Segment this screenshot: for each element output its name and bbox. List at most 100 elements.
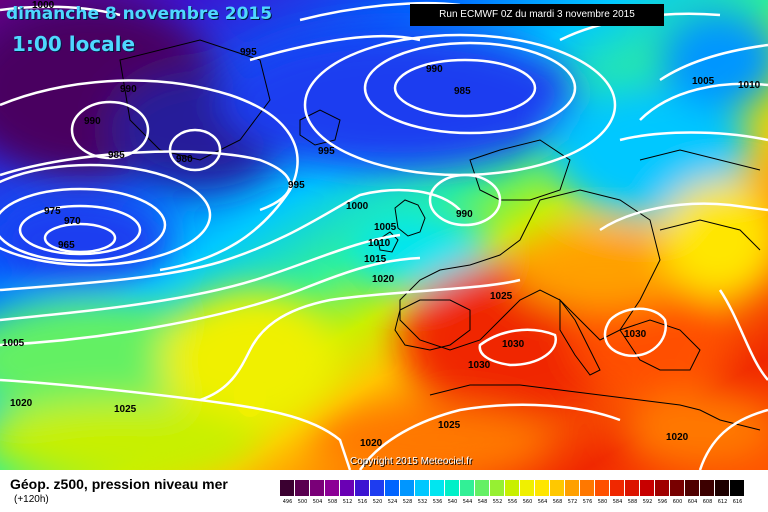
copyright-notice: Copyright 2015 Meteociel.fr bbox=[350, 456, 473, 467]
scale-label: 556 bbox=[507, 499, 518, 505]
scale-swatch bbox=[550, 480, 565, 496]
scale-swatch bbox=[655, 480, 670, 496]
map-variable-title: Géop. z500, pression niveau mer bbox=[10, 476, 228, 492]
scale-step: 616 bbox=[730, 480, 745, 510]
scale-step: 548 bbox=[475, 480, 490, 510]
isobar-label: 1000 bbox=[346, 201, 369, 212]
scale-step: 504 bbox=[310, 480, 325, 510]
scale-step: 560 bbox=[520, 480, 535, 510]
scale-step: 556 bbox=[505, 480, 520, 510]
scale-label: 612 bbox=[717, 499, 728, 505]
isobar-label: 990 bbox=[426, 64, 443, 75]
isobar-label: 995 bbox=[240, 47, 257, 58]
scale-label: 528 bbox=[402, 499, 413, 505]
isobar-label: 990 bbox=[120, 84, 137, 95]
scale-label: 536 bbox=[432, 499, 443, 505]
scale-label: 604 bbox=[687, 499, 698, 505]
scale-swatch bbox=[670, 480, 685, 496]
scale-label: 608 bbox=[702, 499, 713, 505]
scale-swatch bbox=[340, 480, 355, 496]
scale-label: 508 bbox=[327, 499, 338, 505]
scale-label: 496 bbox=[282, 499, 293, 505]
scale-step: 524 bbox=[385, 480, 400, 510]
scale-label: 580 bbox=[597, 499, 608, 505]
scale-swatch bbox=[520, 480, 535, 496]
scale-swatch bbox=[490, 480, 505, 496]
scale-step: 572 bbox=[565, 480, 580, 510]
isobar-label: 1005 bbox=[2, 338, 25, 349]
isobar-label: 970 bbox=[64, 216, 81, 227]
isobar-labels: 1000 995 990 985 980 975 970 965 990 985… bbox=[2, 0, 761, 449]
scale-step: 564 bbox=[535, 480, 550, 510]
scale-step: 596 bbox=[655, 480, 670, 510]
scale-label: 616 bbox=[732, 499, 743, 505]
scale-swatch bbox=[565, 480, 580, 496]
scale-step: 516 bbox=[355, 480, 370, 510]
map-canvas: 1000 995 990 985 980 975 970 965 990 985… bbox=[0, 0, 768, 470]
scale-swatch bbox=[580, 480, 595, 496]
scale-step: 580 bbox=[595, 480, 610, 510]
scale-swatch bbox=[430, 480, 445, 496]
scale-swatch bbox=[295, 480, 310, 496]
isobar-label: 985 bbox=[454, 86, 471, 97]
scale-swatch bbox=[415, 480, 430, 496]
pressure-map: 1000 995 990 985 980 975 970 965 990 985… bbox=[0, 0, 768, 470]
isobar-label: 1020 bbox=[10, 398, 33, 409]
scale-label: 504 bbox=[312, 499, 323, 505]
isobar-label: 990 bbox=[84, 116, 101, 127]
scale-swatch bbox=[370, 480, 385, 496]
scale-step: 532 bbox=[415, 480, 430, 510]
legend-panel: Géop. z500, pression niveau mer (+120h) … bbox=[0, 470, 768, 512]
scale-swatch bbox=[460, 480, 475, 496]
scale-label: 576 bbox=[582, 499, 593, 505]
scale-step: 512 bbox=[340, 480, 355, 510]
scale-swatch bbox=[685, 480, 700, 496]
isobar-label: 1025 bbox=[490, 291, 513, 302]
isobar-label: 1030 bbox=[502, 339, 525, 350]
isobar-label: 1005 bbox=[374, 222, 397, 233]
scale-swatch bbox=[700, 480, 715, 496]
scale-swatch bbox=[715, 480, 730, 496]
isobar-label: 990 bbox=[456, 209, 473, 220]
scale-swatch bbox=[475, 480, 490, 496]
isobar-label: 1015 bbox=[364, 254, 387, 265]
scale-swatch bbox=[400, 480, 415, 496]
scale-step: 604 bbox=[685, 480, 700, 510]
isobar-label: 1020 bbox=[372, 274, 395, 285]
scale-step: 552 bbox=[490, 480, 505, 510]
scale-swatch bbox=[310, 480, 325, 496]
scale-label: 516 bbox=[357, 499, 368, 505]
scale-step: 568 bbox=[550, 480, 565, 510]
scale-step: 540 bbox=[445, 480, 460, 510]
scale-label: 572 bbox=[567, 499, 578, 505]
scale-step: 576 bbox=[580, 480, 595, 510]
scale-label: 592 bbox=[642, 499, 653, 505]
scale-step: 600 bbox=[670, 480, 685, 510]
scale-swatch bbox=[445, 480, 460, 496]
isobar-label: 1020 bbox=[666, 432, 689, 443]
scale-step: 612 bbox=[715, 480, 730, 510]
scale-step: 520 bbox=[370, 480, 385, 510]
scale-swatch bbox=[505, 480, 520, 496]
scale-swatch bbox=[385, 480, 400, 496]
scale-label: 596 bbox=[657, 499, 668, 505]
isobars bbox=[0, 1, 768, 470]
scale-label: 512 bbox=[342, 499, 353, 505]
scale-step: 508 bbox=[325, 480, 340, 510]
scale-label: 532 bbox=[417, 499, 428, 505]
scale-label: 564 bbox=[537, 499, 548, 505]
color-scale: 496 500 504 508 512 516 520 524 528 532 536 540 544 5… bbox=[280, 480, 745, 510]
scale-label: 548 bbox=[477, 499, 488, 505]
scale-label: 584 bbox=[612, 499, 623, 505]
scale-swatch bbox=[535, 480, 550, 496]
forecast-time: 1:00 locale bbox=[12, 32, 136, 56]
scale-step: 544 bbox=[460, 480, 475, 510]
isobar-label: 1000 bbox=[32, 0, 55, 11]
isobar-label: 1030 bbox=[624, 329, 647, 340]
isobar-label: 1005 bbox=[692, 76, 715, 87]
scale-label: 568 bbox=[552, 499, 563, 505]
scale-label: 540 bbox=[447, 499, 458, 505]
scale-step: 608 bbox=[700, 480, 715, 510]
scale-label: 544 bbox=[462, 499, 473, 505]
